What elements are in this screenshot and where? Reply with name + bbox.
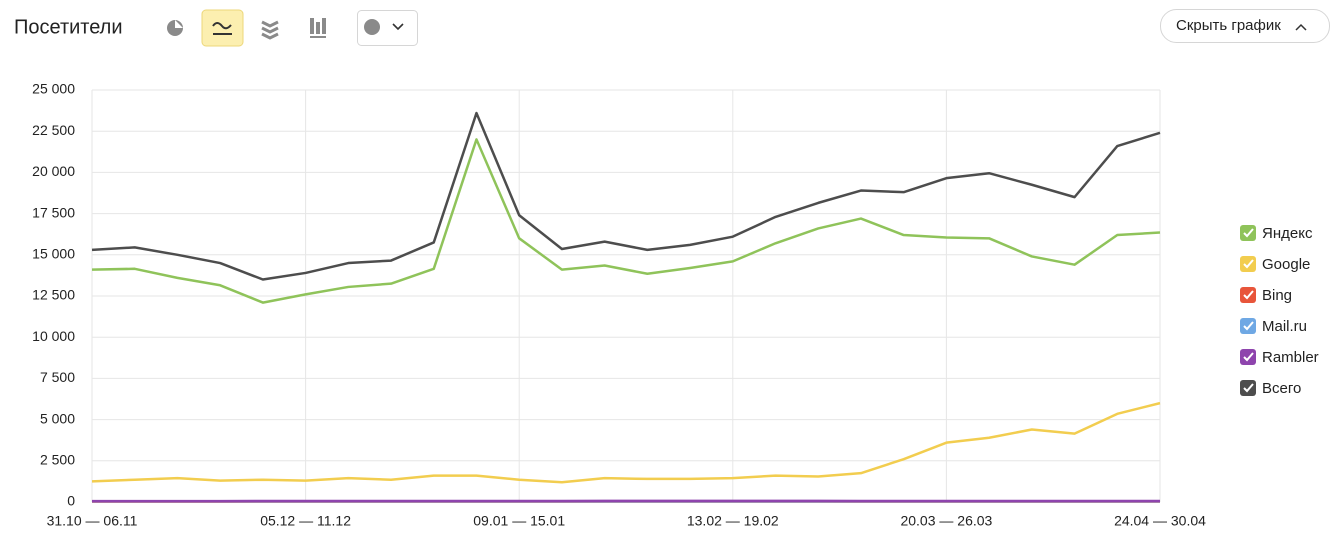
annotations-dropdown[interactable] <box>358 11 418 46</box>
x-tick-label: 31.10 — 06.11 <box>47 513 138 529</box>
y-tick-label: 10 000 <box>32 328 75 344</box>
legend-checkbox <box>1240 256 1256 272</box>
legend-item[interactable]: Mail.ru <box>1240 318 1307 335</box>
chart-type-pie[interactable] <box>167 20 183 36</box>
legend-item[interactable]: Google <box>1240 256 1310 273</box>
y-tick-label: 7 500 <box>40 369 75 385</box>
y-tick-label: 20 000 <box>32 163 75 179</box>
legend-label: Всего <box>1262 380 1301 397</box>
legend-label: Mail.ru <box>1262 318 1307 335</box>
legend-label: Google <box>1262 256 1310 273</box>
x-tick-label: 09.01 — 15.01 <box>473 513 565 529</box>
y-tick-label: 25 000 <box>32 81 75 97</box>
y-tick-label: 0 <box>67 493 75 509</box>
chart-type-area[interactable] <box>262 22 278 38</box>
y-tick-label: 15 000 <box>32 246 75 262</box>
legend-checkbox <box>1240 349 1256 365</box>
line-series <box>92 403 1160 482</box>
legend-label: Rambler <box>1262 349 1319 366</box>
x-tick-label: 24.04 — 30.04 <box>1114 513 1206 529</box>
y-tick-label: 2 500 <box>40 452 75 468</box>
legend-item[interactable]: Всего <box>1240 380 1301 397</box>
x-tick-label: 05.12 — 11.12 <box>260 513 351 529</box>
y-tick-label: 22 500 <box>32 122 75 138</box>
legend-checkbox <box>1240 287 1256 303</box>
y-tick-label: 5 000 <box>40 410 75 426</box>
y-tick-label: 17 500 <box>32 204 75 220</box>
legend-checkbox <box>1240 380 1256 396</box>
legend-label: Bing <box>1262 287 1292 304</box>
page-title: Посетители <box>14 16 123 38</box>
legend-checkbox <box>1240 318 1256 334</box>
plot: 0 2 500 5 000 7 500 10 000 12 500 15 000 17 500… <box>32 81 1319 529</box>
x-tick-label: 20.03 — 26.03 <box>900 513 992 529</box>
legend-label: Яндекс <box>1262 225 1313 242</box>
legend-checkbox <box>1240 225 1256 241</box>
button-label: Скрыть график <box>1176 17 1281 34</box>
legend-item[interactable]: Rambler <box>1240 349 1319 366</box>
legend-item[interactable]: Bing <box>1240 287 1292 304</box>
line-series <box>92 139 1160 302</box>
legend-item[interactable]: Яндекс <box>1240 225 1313 242</box>
chart-type-line[interactable] <box>202 10 243 46</box>
x-tick-label: 13.02 — 19.02 <box>687 513 779 529</box>
chart-type-bar[interactable] <box>310 18 326 38</box>
y-tick-label: 12 500 <box>32 287 75 303</box>
toggle-chart-button[interactable]: Скрыть график <box>1161 10 1330 43</box>
